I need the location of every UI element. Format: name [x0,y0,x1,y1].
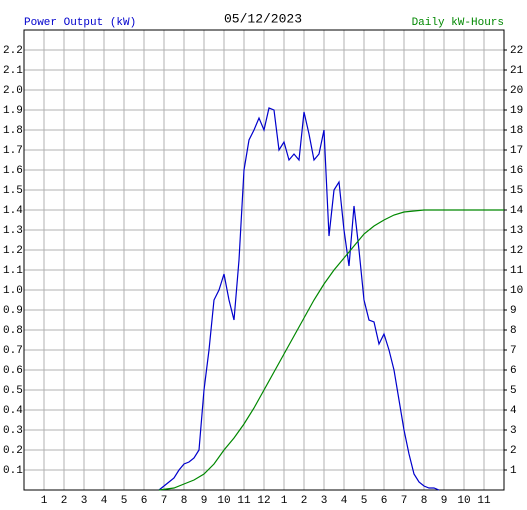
y-tick-label: 1.0 [3,285,23,297]
x-tick-label: 5 [361,495,368,507]
y2-tick-label: 12 [510,245,523,257]
y2-tick-label: 13 [510,225,523,237]
x-tick-label: 6 [141,495,148,507]
y2-tick-label: 2 [510,445,517,457]
y-tick-label: 0.1 [3,465,23,477]
x-tick-label: 10 [457,495,470,507]
y2-tick-label: 8 [510,325,517,337]
y2-tick-label: 9 [510,305,517,317]
y2-tick-label: 4 [510,405,517,417]
y-tick-label: 1.7 [3,145,23,157]
y-tick-label: 0.2 [3,445,23,457]
y-tick-label: 0.5 [3,385,23,397]
y2-tick-label: 17 [510,145,523,157]
y2-tick-label: 14 [510,205,524,217]
y2-tick-label: 19 [510,105,523,117]
y-tick-label: 1.8 [3,125,23,137]
y2-tick-label: 5 [510,385,517,397]
y2-tick-label: 20 [510,85,523,97]
y2-tick-label: 18 [510,125,523,137]
y-tick-label: 1.1 [3,265,23,277]
chart-title: 05/12/2023 [224,11,302,26]
plot-frame [23,29,505,491]
y-tick-label: 1.4 [3,205,23,217]
y-tick-label: 1.5 [3,185,23,197]
x-tick-label: 11 [477,495,491,507]
y2-tick-label: 22 [510,45,523,57]
x-tick-label: 9 [441,495,448,507]
x-tick-label: 7 [161,495,168,507]
y-tick-label: 1.2 [3,245,23,257]
y-tick-label: 1.9 [3,105,23,117]
y-tick-label: 0.4 [3,405,23,417]
y-tick-label: 0.3 [3,425,23,437]
y-tick-label: 2.1 [3,65,23,77]
y-tick-label: 0.9 [3,305,23,317]
x-tick-label: 2 [61,495,68,507]
series-line [158,107,440,491]
y2-tick-label: 16 [510,165,523,177]
y2-tick-label: 15 [510,185,523,197]
series-line [158,209,504,491]
x-tick-label: 1 [281,495,288,507]
y2-tick-label: 6 [510,365,517,377]
x-tick-label: 8 [181,495,188,507]
y2-axis-label: Daily kW-Hours [412,17,504,29]
x-tick-label: 4 [341,495,348,507]
y2-tick-label: 1 [510,465,517,477]
x-tick-label: 3 [321,495,328,507]
y-tick-label: 2.0 [3,85,23,97]
y-tick-label: 1.3 [3,225,23,237]
y2-tick-label: 11 [510,265,524,277]
y-axis-label: Power Output (kW) [24,17,136,29]
x-tick-label: 5 [121,495,128,507]
y2-tick-label: 10 [510,285,523,297]
y-tick-label: 0.8 [3,325,23,337]
x-tick-label: 7 [401,495,408,507]
x-tick-label: 2 [301,495,308,507]
x-tick-label: 8 [421,495,428,507]
y2-tick-label: 21 [510,65,524,77]
x-tick-label: 1 [41,495,48,507]
y-tick-label: 1.6 [3,165,23,177]
x-tick-label: 3 [81,495,88,507]
x-tick-label: 12 [257,495,270,507]
y2-tick-label: 7 [510,345,517,357]
x-tick-label: 4 [101,495,108,507]
y-tick-label: 2.2 [3,45,23,57]
y-tick-label: 0.7 [3,345,23,357]
y-tick-label: 0.6 [3,365,23,377]
x-tick-label: 6 [381,495,388,507]
x-tick-label: 9 [201,495,208,507]
x-tick-label: 10 [217,495,230,507]
x-tick-label: 11 [237,495,251,507]
y2-tick-label: 3 [510,425,517,437]
